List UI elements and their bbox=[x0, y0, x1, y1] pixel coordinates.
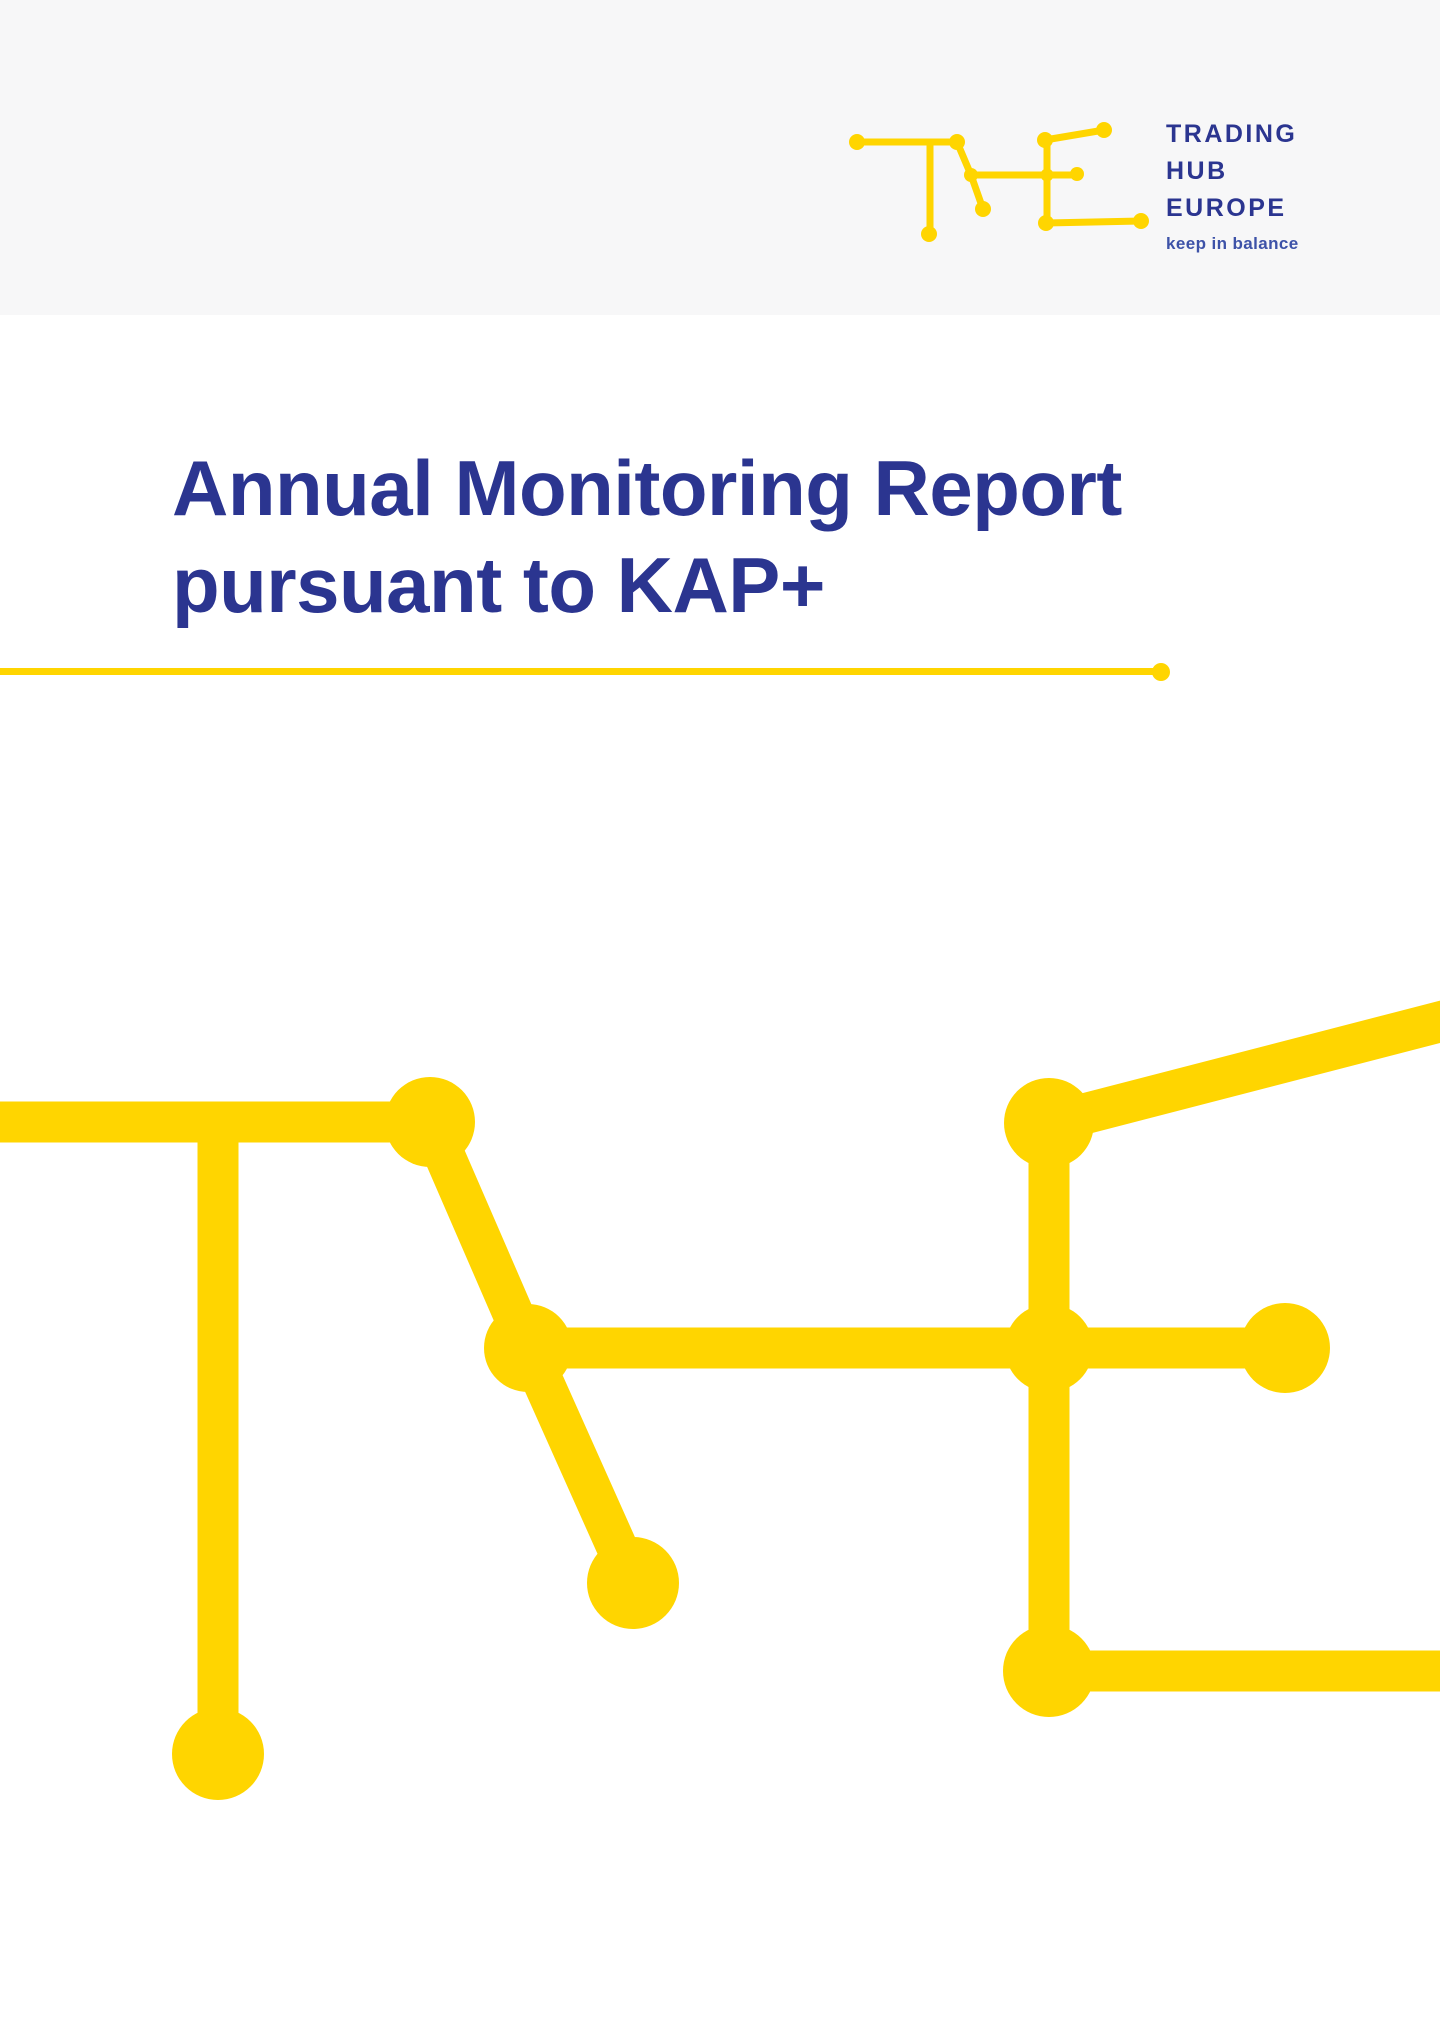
logo-wordmark: TRADING HUB EUROPE keep in balance bbox=[1166, 116, 1326, 254]
the-network-monogram-icon bbox=[849, 122, 1149, 242]
page-title: Annual Monitoring Report pursuant to KAP… bbox=[172, 440, 1272, 634]
logo-brand-line-3: EUROPE bbox=[1166, 194, 1287, 222]
title-line-1: Annual Monitoring Report bbox=[172, 444, 1122, 532]
title-line-2: pursuant to KAP+ bbox=[172, 541, 825, 629]
logo-brand-line-2: HUB bbox=[1166, 157, 1228, 185]
title-underline-end-dot bbox=[1152, 663, 1170, 681]
logo-brand-line-1: TRADING bbox=[1166, 120, 1298, 148]
logo-tagline: keep in balance bbox=[1166, 234, 1299, 253]
header-band bbox=[0, 0, 1440, 315]
title-underline-rule bbox=[0, 668, 1160, 675]
trading-hub-europe-logo: TRADING HUB EUROPE keep in balance bbox=[840, 105, 1320, 265]
